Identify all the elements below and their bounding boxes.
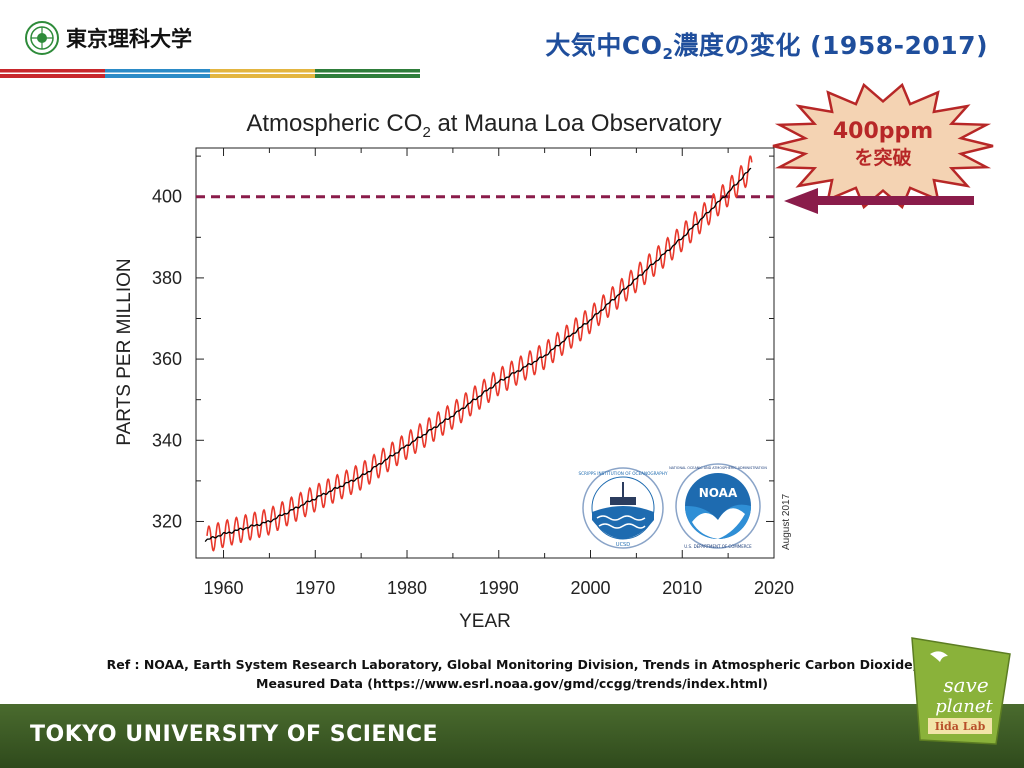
scripps-short: UCSD [616, 542, 630, 548]
lab-logo-badge [911, 637, 1011, 745]
footer-university-name: TOKYO UNIVERSITY OF SCIENCE [30, 722, 439, 747]
arrow-to-400 [784, 188, 974, 214]
lab-logo-bird-icon [930, 651, 948, 662]
axis-tick-labels: 1960 1970 1980 1990 2000 2010 2020 320 340 360 380… [152, 187, 794, 598]
color-strip-yellow [210, 69, 315, 78]
x-tick-label-1960: 1960 [204, 578, 244, 598]
scripps-name: SCRIPPS INSTITUTION OF OCEANOGRAPHY [578, 471, 667, 476]
chart-title-suffix: at Mauna Loa Observatory [431, 110, 722, 137]
burst-label-ppm: 400ppm [833, 119, 933, 144]
chart-title-prefix: Atmospheric CO [246, 110, 422, 137]
header-color-strip [0, 69, 420, 78]
lab-logo-line1: save [943, 673, 988, 697]
slide-title: 大気中CO2濃度の変化 (1958-2017) [545, 26, 988, 63]
reference-line-2: Measured Data (https://www.esrl.noaa.gov… [256, 676, 768, 691]
x-tick-label-1980: 1980 [387, 578, 427, 598]
burst-label-exceeded: を突破 [854, 146, 911, 169]
y-tick-label-320: 320 [152, 511, 182, 531]
arrow-head [784, 188, 818, 214]
x-tick-label-2020: 2020 [754, 578, 794, 598]
slide-title-subscript: 2 [662, 45, 674, 63]
x-tick-label-1990: 1990 [479, 578, 519, 598]
reference-citation: Ref : NOAA, Earth System Research Labora… [0, 655, 1024, 693]
arrow-shaft [814, 196, 974, 205]
burst-shape [772, 82, 994, 210]
noaa-short: NOAA [699, 486, 738, 500]
plot-frame [195, 147, 775, 559]
noaa-name: NATIONAL OCEANIC AND ATMOSPHERIC ADMINIS… [669, 466, 767, 470]
university-seal-icon [25, 21, 59, 55]
slide-title-prefix: 大気中CO [545, 31, 663, 60]
x-axis-label: YEAR [459, 611, 511, 632]
scripps-logo: SCRIPPS INSTITUTION OF OCEANOGRAPHY UCSD [578, 467, 668, 549]
color-strip-red [0, 69, 105, 78]
chart-title: Atmospheric CO2 at Mauna Loa Observatory [246, 110, 721, 141]
date-note: August 2017 [781, 493, 792, 550]
lab-logo-name-band [928, 718, 992, 734]
burst-annotation: 400ppm を突破 [772, 82, 994, 210]
color-strip-green [315, 69, 420, 78]
university-logo: 東京理科大学 [24, 20, 192, 56]
lab-logo-line2: planet [935, 696, 993, 717]
y-tick-label-400: 400 [152, 187, 182, 207]
save-planet-lab-logo: save planet Iida Lab [911, 637, 1011, 745]
noaa-logo: NOAA NATIONAL OCEANIC AND ATMOSPHERIC AD… [669, 463, 767, 549]
chart-title-subscript: 2 [422, 124, 430, 141]
y-axis-label: PARTS PER MILLION [114, 258, 135, 445]
y-tick-label-340: 340 [152, 430, 182, 450]
seasonal-co2-curve [206, 155, 753, 552]
trend-co2-curve [204, 167, 752, 542]
reference-line-1: Ref : NOAA, Earth System Research Labora… [106, 657, 918, 672]
co2-chart: Atmospheric CO2 at Mauna Loa Observatory… [114, 82, 994, 632]
x-tick-label-1970: 1970 [295, 578, 335, 598]
university-name-jp: 東京理科大学 [66, 27, 192, 51]
slide-title-suffix: 濃度の変化 (1958-2017) [673, 31, 988, 60]
noaa-dept: U.S. DEPARTMENT OF COMMERCE [684, 544, 752, 549]
x-tick-label-2000: 2000 [570, 578, 610, 598]
y-tick-label-380: 380 [152, 268, 182, 288]
footer-bar: TOKYO UNIVERSITY OF SCIENCE [0, 704, 1024, 768]
lab-logo-line3: Iida Lab [935, 720, 986, 733]
axis-ticks [196, 148, 775, 558]
y-tick-label-360: 360 [152, 349, 182, 369]
x-tick-label-2010: 2010 [662, 578, 702, 598]
color-strip-blue [105, 69, 210, 78]
